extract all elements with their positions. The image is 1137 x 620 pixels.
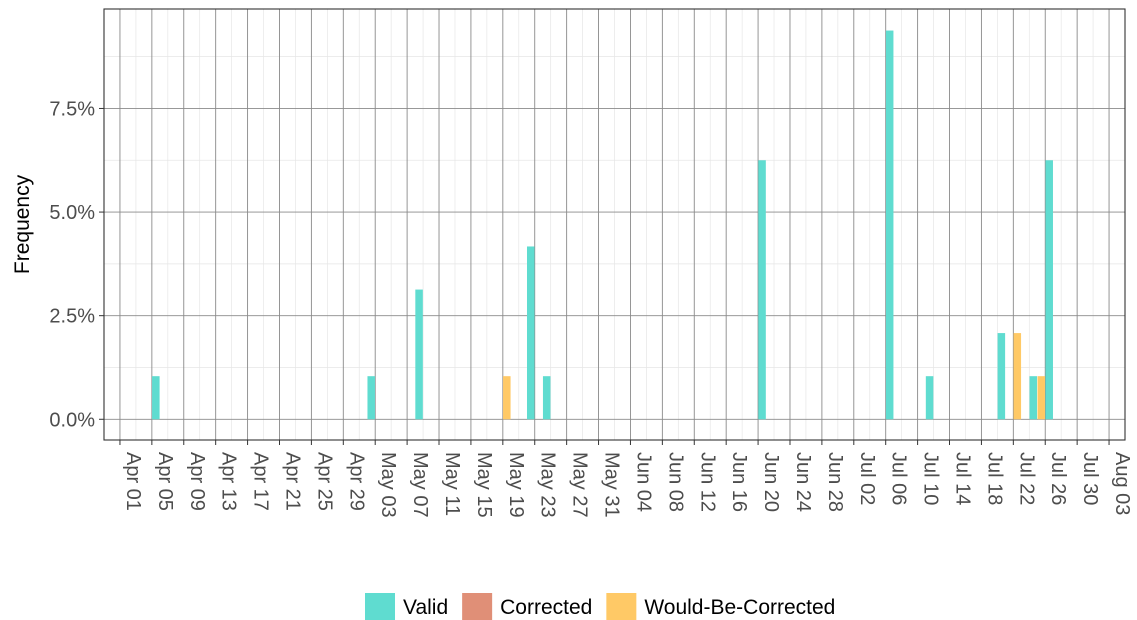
legend-item-valid: Valid <box>365 593 448 620</box>
legend-label: Corrected <box>500 596 592 619</box>
grid <box>104 9 1125 440</box>
y-axis-title: Frequency <box>11 174 34 274</box>
legend-swatch <box>606 593 637 620</box>
legend: Valid Corrected Would-Be-Corrected <box>365 593 835 620</box>
x-tick-label: Jul 30 <box>1079 452 1101 505</box>
x-tick-label: Jul 14 <box>952 452 974 505</box>
bar-would-be-corrected <box>503 376 511 420</box>
x-tick-label: Jun 20 <box>760 452 782 512</box>
plot-panel <box>103 8 1126 441</box>
x-tick-label: Jun 24 <box>792 452 814 512</box>
x-tick-label: Jul 10 <box>920 452 942 505</box>
x-tick-label: May 15 <box>473 452 495 518</box>
y-tick-label: 7.5% <box>49 98 95 120</box>
y-tick-label: 5.0% <box>49 202 95 224</box>
x-tick-label: Apr 05 <box>154 452 176 511</box>
y-tick-label: 0.0% <box>49 409 95 431</box>
legend-swatch <box>365 593 395 620</box>
x-tick-label: Jun 08 <box>664 452 686 512</box>
bar-valid <box>367 376 375 420</box>
bar-valid <box>997 333 1006 420</box>
x-tick-label: May 23 <box>537 452 559 518</box>
x-tick-label: May 27 <box>569 452 591 518</box>
x-tick-label: Apr 25 <box>313 452 335 511</box>
bar-would-be-corrected <box>1013 333 1022 420</box>
x-tick-label: Jun 12 <box>696 452 718 512</box>
bar-valid <box>1029 376 1038 420</box>
x-tick-label: Apr 17 <box>250 452 272 511</box>
bar-valid <box>152 376 160 420</box>
x-tick-label: Jul 18 <box>983 452 1005 505</box>
x-tick-label: Jul 26 <box>1047 452 1069 505</box>
x-tick-label: May 31 <box>601 452 623 518</box>
x-tick-label: Apr 29 <box>345 452 367 511</box>
x-tick-label: Aug 03 <box>1111 452 1133 515</box>
x-tick-label: Jul 22 <box>1015 452 1037 505</box>
x-tick-label: May 03 <box>377 452 399 518</box>
bar-valid <box>885 30 894 420</box>
legend-label: Valid <box>403 596 448 619</box>
bar-valid <box>542 376 551 420</box>
x-tick-label: Jul 02 <box>856 452 878 505</box>
x-tick-label: Apr 21 <box>281 452 303 511</box>
x-tick-label: May 07 <box>409 452 431 518</box>
x-tick-label: Apr 13 <box>218 452 240 511</box>
bar-valid <box>758 160 766 420</box>
x-tick-label: Apr 09 <box>186 452 208 511</box>
x-tick-label: Jul 06 <box>888 452 910 505</box>
bar-valid <box>1045 160 1053 420</box>
bar-valid <box>526 246 535 420</box>
legend-item-would-be-corrected: Would-Be-Corrected <box>606 593 835 620</box>
x-tick-label: Jun 28 <box>824 452 846 512</box>
legend-item-corrected: Corrected <box>462 593 592 620</box>
x-tick-label: Apr 01 <box>122 452 144 511</box>
bar-valid <box>415 289 423 420</box>
x-tick-label: Jun 04 <box>632 452 654 512</box>
x-tick-label: Jun 16 <box>728 452 750 512</box>
bars <box>152 30 1053 420</box>
legend-label: Would-Be-Corrected <box>644 596 835 619</box>
axes: 0.0% 2.5% 5.0% 7.5% Apr 01 Apr 05 Apr 09 Apr 13… <box>49 98 1133 517</box>
y-tick-label: 2.5% <box>49 306 95 328</box>
x-tick-label: May 19 <box>505 452 527 518</box>
bar-would-be-corrected <box>1037 376 1045 420</box>
x-tick-label: May 11 <box>441 452 463 516</box>
legend-swatch <box>462 593 493 620</box>
bar-valid <box>925 376 934 420</box>
